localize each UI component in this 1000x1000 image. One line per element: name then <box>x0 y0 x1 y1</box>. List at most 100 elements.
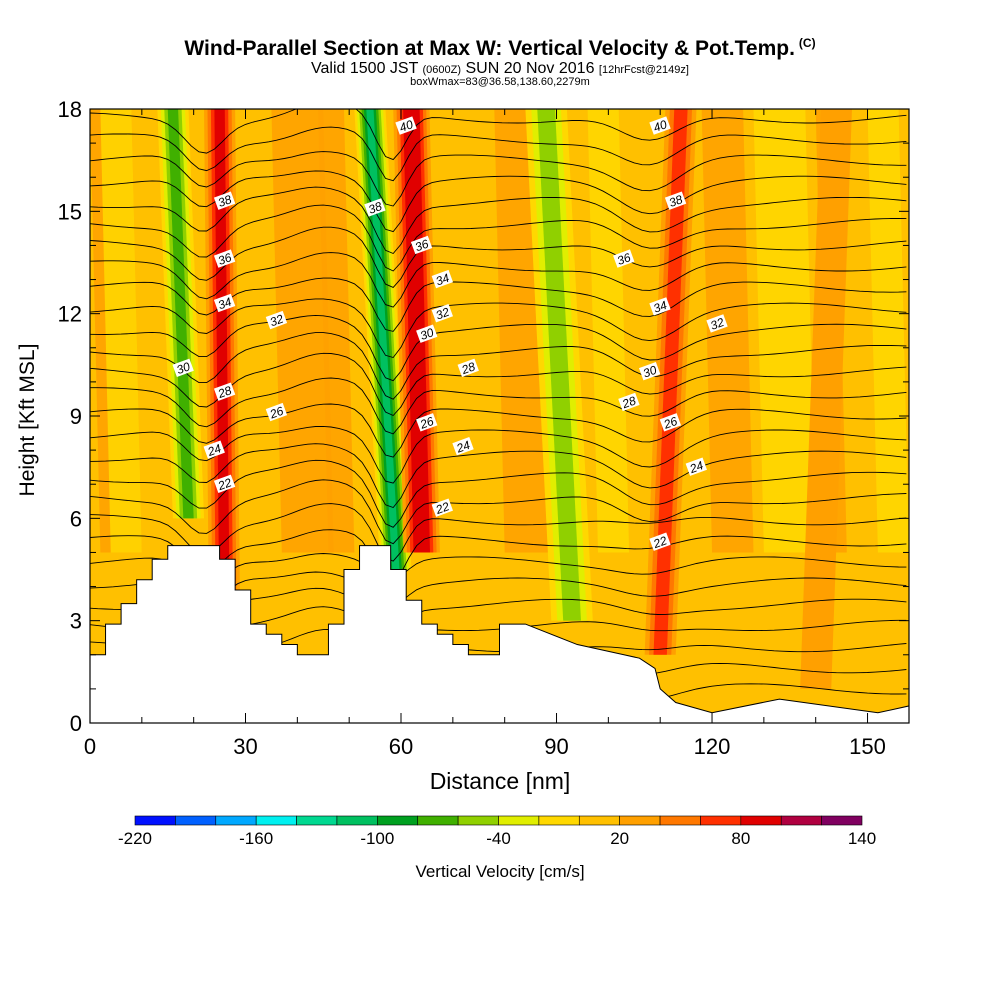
field-band <box>100 109 142 553</box>
isentrope-line <box>90 109 907 161</box>
field-band <box>701 109 754 553</box>
contour-label: 28 <box>618 392 640 412</box>
isentrope-line <box>90 425 907 484</box>
contour-label: 28 <box>457 358 479 377</box>
contour-label-text: 26 <box>267 404 286 422</box>
contour-label: 34 <box>213 293 236 313</box>
contour-label-text: 28 <box>215 383 234 401</box>
contour-label: 38 <box>364 198 386 217</box>
contour-label-box <box>364 198 386 217</box>
contour-label-box <box>649 116 671 135</box>
colorbar-swatch <box>538 815 580 826</box>
contour-label-text: 36 <box>615 250 633 268</box>
contour-label-box <box>213 382 236 401</box>
downdraft-band <box>167 109 194 519</box>
contour-label-box <box>431 498 453 517</box>
y-tick-label: 9 <box>70 404 82 429</box>
contour-label-box <box>649 297 671 316</box>
colorbar-swatch <box>134 815 176 826</box>
y-tick-label: 18 <box>58 97 82 122</box>
isentrope-contours <box>90 109 907 707</box>
contour-label-text: 32 <box>709 315 727 333</box>
contour-label-box <box>213 191 236 210</box>
contour-label: 26 <box>416 413 438 432</box>
title-text: Wind-Parallel Section at Max W: Vertical… <box>184 37 795 60</box>
contour-label-text: 38 <box>667 192 685 210</box>
chart-title: Wind-Parallel Section at Max W: Vertical… <box>0 36 1000 61</box>
contour-label-text: 26 <box>417 414 436 432</box>
contour-label-text: 32 <box>268 312 286 330</box>
contour-label: 36 <box>213 249 236 268</box>
colorbar-tick-label: 20 <box>610 829 629 848</box>
field-band <box>867 109 909 553</box>
contour-label: 30 <box>638 361 661 381</box>
contour-label-box <box>213 293 236 313</box>
isentrope-line <box>90 126 907 182</box>
contour-label-box <box>431 304 453 323</box>
contour-label-box <box>613 249 635 268</box>
isentrope-line <box>90 252 907 308</box>
field-band <box>587 109 630 553</box>
isentrope-line <box>90 332 907 400</box>
contour-label: 22 <box>213 474 236 493</box>
x-tick-label: 60 <box>389 734 413 759</box>
contour-label-box <box>265 310 288 330</box>
contour-label-box <box>638 361 661 381</box>
colorbar-swatch <box>619 815 661 826</box>
contour-label-text: 36 <box>413 236 431 254</box>
colorbar-swatch <box>255 815 297 826</box>
contour-label-text: 30 <box>418 325 436 343</box>
x-tick-label: 90 <box>544 734 568 759</box>
contour-label-box <box>410 235 433 255</box>
isentrope-line <box>90 403 907 458</box>
colorbar-swatch <box>377 815 419 826</box>
contour-label-box <box>685 457 707 476</box>
contour-label: 24 <box>452 437 474 456</box>
forecast-info: [12hrFcst@2149z] <box>598 64 689 76</box>
valid-time-line: Valid 1500 JST (0600Z) SUN 20 Nov 2016 [… <box>0 60 1000 78</box>
terrain-profile <box>90 545 909 723</box>
contour-label-box <box>395 116 417 135</box>
valid-prefix: Valid 1500 JST <box>311 60 419 77</box>
contour-label: 24 <box>685 457 707 476</box>
contour-label-text: 38 <box>216 192 234 210</box>
downdraft-band <box>366 109 400 570</box>
contour-label-text: 28 <box>459 359 478 377</box>
contour-label-text: 32 <box>434 305 452 323</box>
isentrope-line <box>90 170 907 233</box>
y-tick-label: 6 <box>70 506 82 531</box>
colorbar-swatch <box>578 815 620 826</box>
valid-date: SUN 20 Nov 2016 <box>465 60 595 77</box>
colorbar-tick-label: -160 <box>239 829 273 848</box>
isentrope-line <box>90 377 907 435</box>
contour-label: 40 <box>395 116 417 135</box>
x-axis-label: Distance [nm] <box>429 768 571 794</box>
contour-label-box <box>457 358 479 377</box>
y-tick-label: 0 <box>70 711 82 736</box>
contour-label-box <box>431 269 453 289</box>
colorbar: -220 -160 -100 -40 20 80 140 <box>118 815 876 848</box>
colorbar-swatch <box>700 815 742 826</box>
contour-label: 26 <box>659 413 682 432</box>
contour-label: 38 <box>213 191 236 210</box>
contour-label: 36 <box>410 235 433 255</box>
colorbar-swatch <box>659 815 701 826</box>
contour-label-box <box>265 402 288 422</box>
y-tick-label: 3 <box>70 609 82 634</box>
contour-label-box <box>416 324 438 343</box>
contour-label: 22 <box>431 498 453 517</box>
colorbar-swatch <box>498 815 540 826</box>
colorbar-swatch <box>457 815 499 826</box>
x-tick-label: 0 <box>84 734 96 759</box>
isentrope-line <box>90 459 907 528</box>
isentrope-line <box>90 443 907 509</box>
downdraft-band <box>537 109 581 621</box>
colorbar-swatch <box>780 815 822 826</box>
isentrope-line <box>90 503 907 562</box>
contour-label-box <box>213 474 236 493</box>
isentrope-line <box>90 186 907 255</box>
contour-label-box <box>172 358 194 377</box>
contour-label-box <box>452 437 474 456</box>
